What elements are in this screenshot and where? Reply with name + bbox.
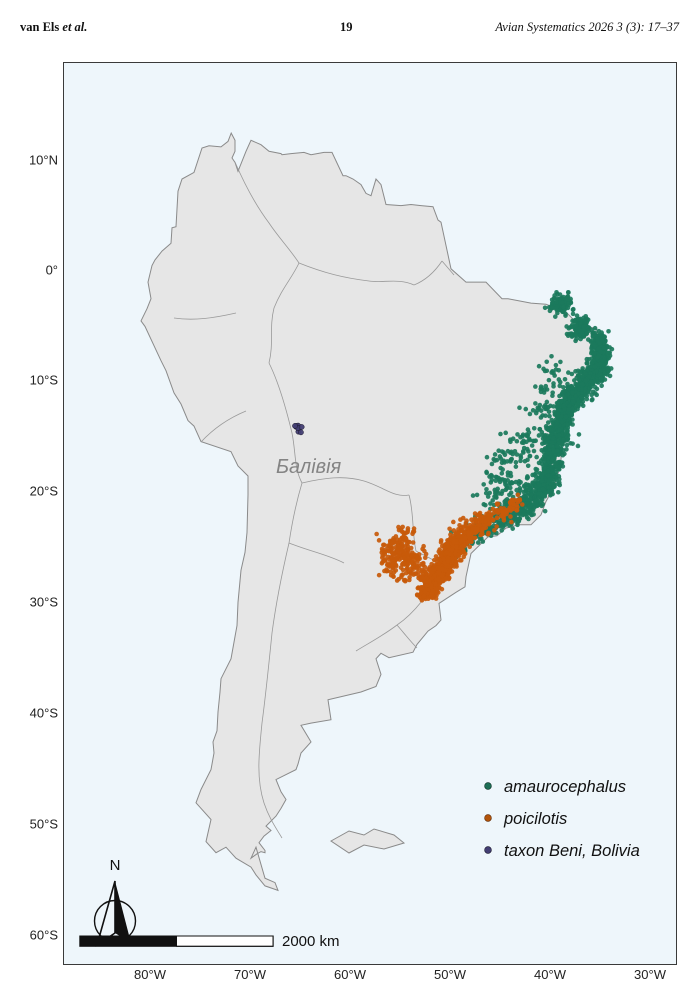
- svg-text:Балівія: Балівія: [276, 456, 342, 478]
- svg-text:poicilotis: poicilotis: [503, 810, 567, 828]
- svg-text:taxon Beni, Bolivia: taxon Beni, Bolivia: [504, 842, 640, 860]
- svg-text:N: N: [110, 857, 121, 874]
- svg-text:2000 km: 2000 km: [282, 933, 340, 950]
- svg-text:amaurocephalus: amaurocephalus: [504, 778, 626, 796]
